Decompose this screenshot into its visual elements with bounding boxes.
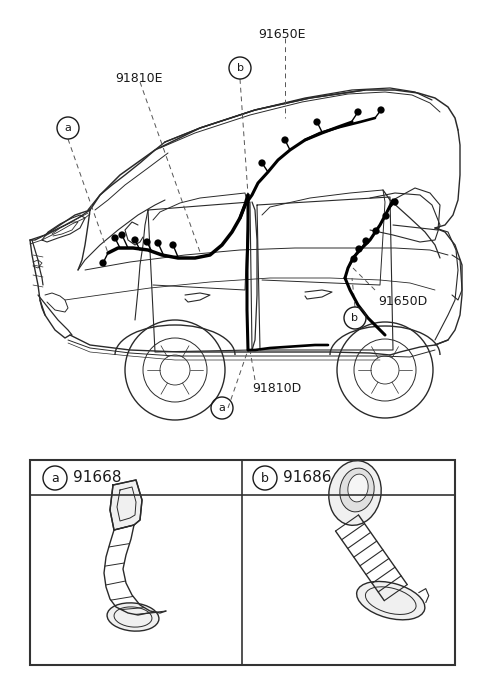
Ellipse shape (329, 460, 381, 525)
Ellipse shape (357, 582, 425, 620)
Circle shape (170, 242, 176, 248)
Circle shape (282, 137, 288, 143)
Text: b: b (237, 63, 243, 73)
Text: b: b (351, 313, 359, 323)
Circle shape (314, 119, 320, 125)
Ellipse shape (107, 603, 159, 631)
Circle shape (355, 109, 361, 115)
Circle shape (378, 107, 384, 113)
Circle shape (259, 160, 265, 166)
Circle shape (132, 237, 138, 243)
Circle shape (144, 239, 150, 245)
Ellipse shape (340, 468, 374, 512)
Circle shape (155, 240, 161, 246)
Circle shape (119, 232, 125, 238)
Circle shape (392, 199, 398, 205)
Text: 91810E: 91810E (115, 72, 163, 85)
Circle shape (100, 260, 106, 266)
Text: 91810D: 91810D (252, 382, 301, 395)
Circle shape (373, 228, 379, 234)
Circle shape (351, 256, 357, 262)
Bar (30, 460, 455, 665)
Ellipse shape (348, 474, 368, 502)
Circle shape (363, 238, 369, 244)
Text: 91686: 91686 (283, 471, 332, 485)
Text: 91650D: 91650D (378, 295, 427, 308)
Circle shape (112, 235, 118, 241)
Polygon shape (110, 480, 142, 530)
Circle shape (383, 213, 389, 219)
Text: a: a (65, 123, 72, 133)
Text: a: a (51, 471, 59, 485)
Text: 91668: 91668 (73, 471, 121, 485)
Circle shape (356, 246, 362, 252)
Text: b: b (261, 471, 269, 485)
Text: 91650E: 91650E (258, 28, 305, 41)
Text: a: a (218, 403, 226, 413)
